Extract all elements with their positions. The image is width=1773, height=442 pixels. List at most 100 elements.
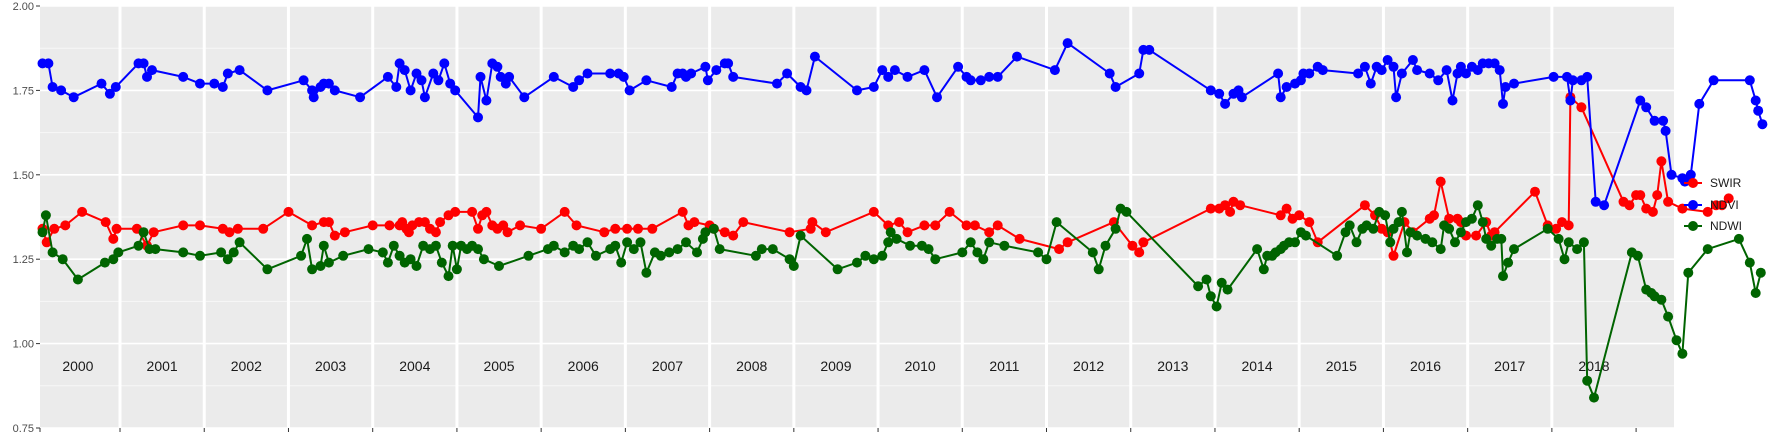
data-point-swir	[689, 217, 700, 228]
data-point-swir	[1656, 156, 1667, 167]
data-point-swir	[1663, 196, 1674, 207]
data-point-ndwi	[1663, 311, 1674, 322]
legend-key-point	[1688, 178, 1698, 188]
series-ndwi	[37, 200, 1766, 403]
data-point-ndwi	[1559, 254, 1570, 265]
data-point-ndvi	[433, 75, 444, 86]
data-point-ndvi	[298, 75, 309, 86]
data-point-ndvi	[686, 68, 697, 79]
data-point-ndwi	[323, 257, 334, 268]
data-point-ndvi	[624, 85, 635, 96]
data-point-ndwi	[1496, 233, 1507, 244]
data-point-ndvi	[1757, 119, 1768, 130]
data-point-ndwi	[1041, 254, 1052, 265]
data-point-ndwi	[1110, 223, 1121, 234]
data-point-ndvi	[1012, 51, 1022, 62]
year-label: 2006	[568, 358, 599, 374]
data-point-ndvi	[1134, 68, 1145, 79]
year-label: 2004	[399, 358, 430, 374]
data-point-ndwi	[1450, 237, 1460, 248]
data-point-ndvi	[475, 71, 486, 82]
data-point-swir	[622, 223, 633, 234]
data-point-ndwi	[616, 257, 627, 268]
data-point-swir	[728, 230, 739, 241]
data-point-swir	[329, 230, 340, 241]
data-point-ndwi	[473, 244, 483, 255]
data-point-ndvi	[1281, 82, 1292, 92]
data-point-swir	[367, 220, 378, 231]
data-point-ndvi	[582, 68, 593, 79]
data-point-ndvi	[1110, 82, 1121, 92]
data-point-ndwi	[57, 254, 68, 265]
data-point-ndvi	[605, 68, 616, 79]
y-tick-label: 1.25	[13, 254, 34, 266]
data-point-ndwi	[972, 247, 983, 258]
data-point-ndwi	[228, 247, 239, 258]
data-point-swir	[894, 217, 905, 228]
data-point-ndwi	[610, 240, 621, 251]
data-point-ndwi	[338, 250, 349, 261]
data-point-swir	[108, 233, 119, 244]
data-point-ndwi	[852, 257, 862, 268]
data-point-swir	[536, 223, 547, 234]
data-point-ndvi	[568, 82, 579, 92]
data-point-ndvi	[641, 75, 652, 86]
data-point-ndwi	[1033, 247, 1044, 258]
data-point-ndvi	[416, 75, 427, 86]
data-point-ndvi	[700, 61, 711, 72]
data-point-swir	[1014, 233, 1025, 244]
data-point-ndvi	[1376, 65, 1387, 76]
data-point-ndvi	[47, 82, 58, 92]
x-axis	[39, 428, 1637, 432]
data-point-ndvi	[1447, 95, 1458, 106]
data-point-swir	[1127, 240, 1138, 251]
data-point-ndvi	[1685, 169, 1696, 180]
data-point-ndvi	[1753, 105, 1764, 116]
y-axis: 0.75 1.00 1.25 1.50 1.75 2.00	[13, 1, 40, 435]
data-point-swir	[784, 227, 795, 238]
data-point-ndvi	[883, 71, 894, 82]
data-point-swir	[559, 206, 570, 217]
data-point-ndwi	[1093, 264, 1104, 275]
data-point-ndwi	[447, 240, 458, 251]
data-point-swir	[1647, 206, 1658, 217]
data-point-ndwi	[1503, 257, 1514, 268]
data-point-ndwi	[1455, 227, 1466, 238]
data-point-swir	[1551, 223, 1562, 234]
data-point-ndwi	[113, 247, 124, 258]
data-point-ndvi	[889, 65, 900, 76]
data-point-ndwi	[1582, 375, 1593, 386]
data-point-ndwi	[1205, 291, 1216, 302]
data-point-ndvi	[1567, 75, 1578, 86]
data-point-ndvi	[323, 78, 334, 89]
data-point-ndvi	[138, 58, 149, 69]
data-point-swir	[49, 223, 60, 234]
data-point-ndwi	[318, 240, 329, 251]
data-point-ndvi	[902, 71, 913, 82]
data-point-swir	[60, 220, 71, 231]
data-point-ndvi	[782, 68, 793, 79]
data-point-ndwi	[700, 227, 711, 238]
data-point-ndwi	[860, 250, 871, 261]
data-point-ndwi	[622, 237, 633, 248]
data-point-ndvi	[405, 85, 416, 96]
data-point-ndwi	[523, 250, 534, 261]
data-point-swir	[677, 206, 688, 217]
data-point-ndvi	[1582, 71, 1593, 82]
data-point-ndvi	[419, 92, 430, 103]
data-point-ndwi	[883, 237, 894, 248]
data-point-ndvi	[1407, 55, 1418, 65]
data-point-swir	[450, 206, 461, 217]
data-point-ndvi	[1708, 75, 1719, 86]
year-label: 2000	[62, 358, 93, 374]
data-point-ndvi	[234, 65, 245, 76]
y-tick-label: 1.75	[13, 85, 34, 97]
data-point-ndvi	[1382, 55, 1393, 65]
data-point-ndwi	[1572, 244, 1583, 255]
y-tick-label: 0.75	[13, 423, 34, 435]
data-point-ndvi	[1273, 68, 1284, 79]
data-point-ndwi	[216, 247, 227, 258]
data-point-swir	[1359, 200, 1370, 211]
data-point-ndvi	[1049, 65, 1060, 76]
data-point-ndwi	[302, 233, 312, 244]
